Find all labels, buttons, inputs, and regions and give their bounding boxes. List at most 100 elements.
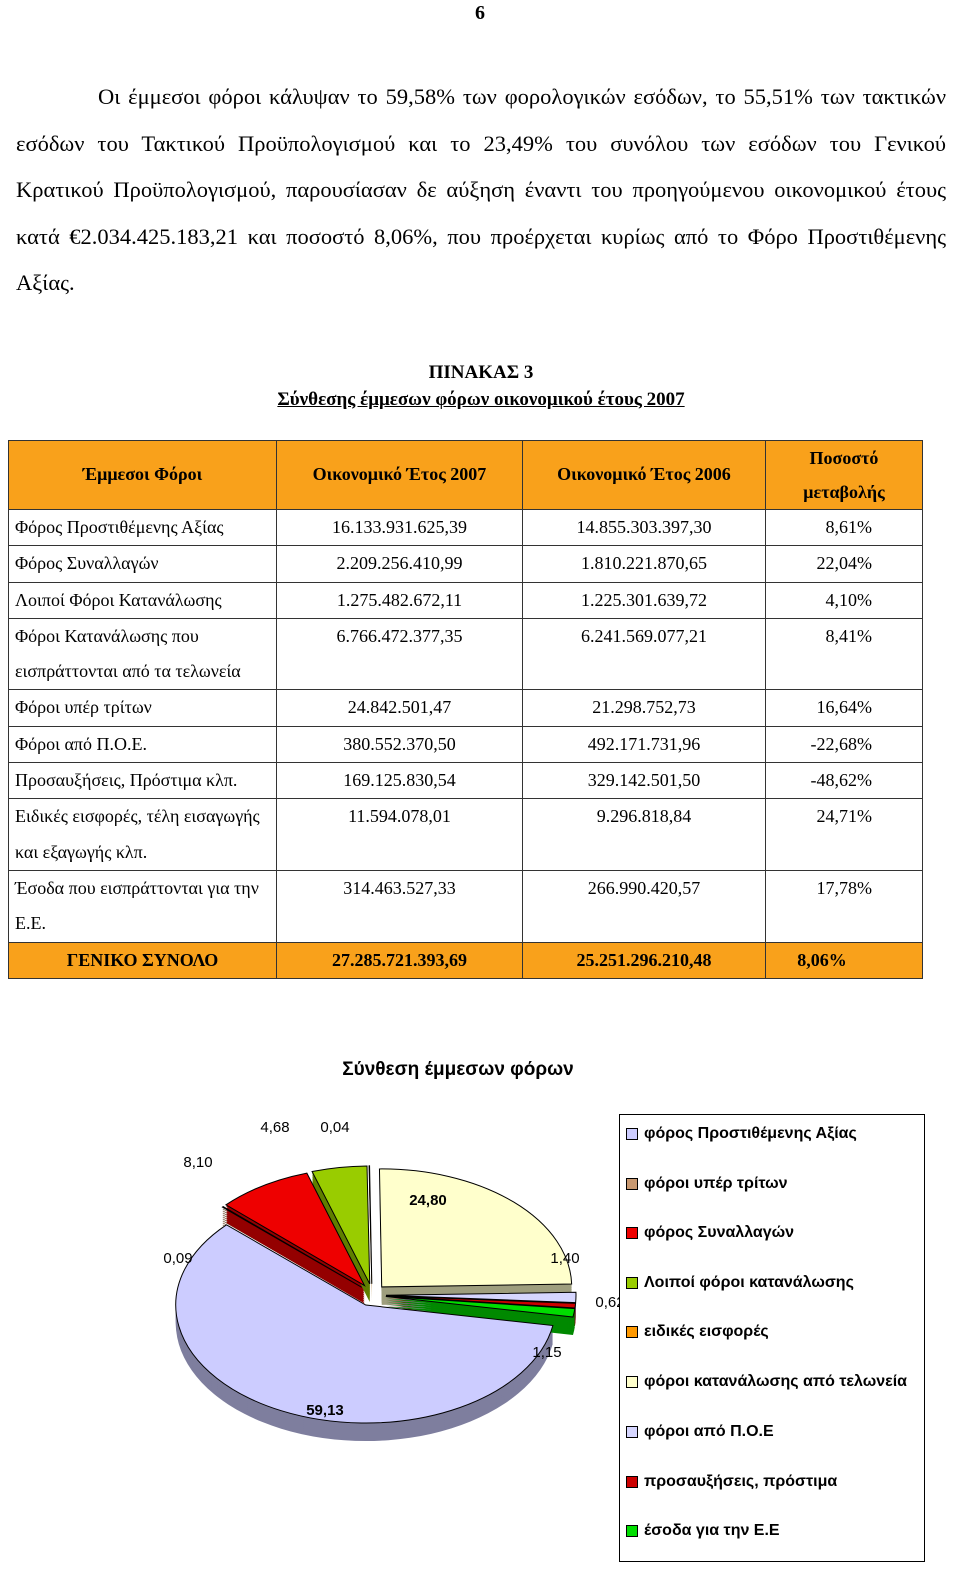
table-cell: 8,41%	[765, 617, 923, 691]
data-label: 4,68	[260, 1119, 289, 1136]
data-label: 0,62	[595, 1294, 620, 1311]
legend-item: φόρος Προστιθέμενης Αξίας	[626, 1123, 916, 1144]
legend-swatch	[626, 1476, 638, 1488]
table-cell: 11.594.078,01	[276, 798, 523, 871]
table-cell: 1.275.482.672,11	[276, 581, 523, 619]
legend-swatch	[626, 1128, 638, 1140]
legend-item: Λοιποί φόροι κατανάλωσης	[626, 1272, 916, 1293]
data-label: 1,15	[532, 1344, 561, 1361]
table-row: Φόρος Προστιθέμενης Αξίας 16.133.931.625,…	[8, 508, 923, 547]
table-row: Φόροι Κατανάλωσης που εισπράττονται από …	[8, 617, 923, 691]
data-label: 0,04	[320, 1119, 349, 1136]
legend-label: φόρος Συναλλαγών	[644, 1224, 795, 1241]
data-label: 24,80	[409, 1192, 447, 1209]
slice-side	[385, 1306, 575, 1328]
table-cell: 24,71%	[765, 798, 923, 871]
pie-slice	[225, 1172, 366, 1287]
legend-label: φόροι υπέρ τρίτων	[644, 1175, 788, 1192]
legend-item: ειδικές εισφορές	[626, 1321, 916, 1342]
pie-slice	[368, 1165, 373, 1284]
header-cell: Έμμεσοι Φόροι	[8, 440, 277, 510]
table-cell: 169.125.830,54	[276, 762, 523, 800]
slice-side	[385, 1300, 575, 1322]
chart-title: Σύνθεση έμμεσων φόρων	[342, 1059, 574, 1080]
table-subtitle: Σύνθεσης έμμεσων φόρων οικονομικού έτους…	[277, 389, 685, 410]
legend-label: ειδικές εισφορές	[644, 1323, 769, 1340]
legend: φόρος Προστιθέμενης Αξίας φόροι υπέρ τρίτ…	[619, 1114, 925, 1562]
legend-item: προσαυξήσεις, πρόστιμα	[626, 1471, 916, 1492]
legend-label: φόρος Προστιθέμενης Αξίας	[644, 1125, 857, 1142]
legend-label: φόροι από Π.Ο.Ε	[644, 1423, 774, 1440]
header-cell: Ποσοστό μεταβολής	[765, 440, 923, 510]
legend-swatch	[626, 1227, 638, 1239]
legend-swatch	[626, 1178, 638, 1190]
table-row: Ειδικές εισφορές, τέλη εισαγωγής και εξα…	[8, 798, 923, 871]
pie-slice	[385, 1291, 577, 1304]
table-cell: 329.142.501,50	[522, 762, 766, 800]
legend-swatch	[626, 1326, 638, 1338]
table: Έμμεσοι Φόροι Οικονομικό Έτος 2007 Οικονομ…	[8, 440, 923, 979]
table-cell: Έσοδα που εισπράττονται για την Ε.Ε.	[8, 869, 277, 943]
legend-label: έσοδα για την Ε.Ε	[644, 1522, 780, 1539]
table-cell: 17,78%	[765, 869, 923, 943]
table-cell: 22,04%	[765, 545, 923, 583]
data-label: 8,10	[183, 1154, 212, 1171]
legend-item: φόροι από Π.Ο.Ε	[626, 1421, 916, 1442]
table-cell: 6.241.569.077,21	[522, 617, 766, 691]
pie-slice	[175, 1224, 554, 1424]
legend-item: έσοδα για την Ε.Ε	[626, 1520, 916, 1541]
table-cell: Ειδικές εισφορές, τέλη εισαγωγής και εξα…	[8, 798, 277, 871]
table-cell: Προσαυξήσεις, Πρόστιμα κλπ.	[8, 762, 277, 800]
table-row: Φόροι υπέρ τρίτων 24.842.501,47 21.298.752…	[8, 689, 923, 727]
pie-slice	[385, 1296, 576, 1318]
table-cell: 2.209.256.410,99	[276, 545, 523, 583]
table-cell: 6.766.472.377,35	[276, 617, 523, 691]
page-number: 6	[475, 2, 485, 24]
legend-swatch	[626, 1426, 638, 1438]
legend-swatch	[626, 1376, 638, 1388]
legend-label: φόροι κατανάλωσης από τελωνεία	[644, 1373, 908, 1390]
total-cell: 25.251.296.210,48	[522, 941, 766, 979]
table-cell: Φόρος Προστιθέμενης Αξίας	[8, 508, 277, 547]
table-cell: 16.133.931.625,39	[276, 508, 523, 547]
table-cell: 9.296.818,84	[522, 798, 766, 871]
total-cell: ΓΕΝΙΚΟ ΣΥΝΟΛΟ	[8, 941, 277, 979]
paragraph: Οι έμμεσοι φόροι κάλυψαν το 59,58% των φ…	[16, 84, 946, 295]
table-cell: Φόροι υπέρ τρίτων	[8, 689, 277, 727]
table-row: Έσοδα που εισπράττονται για την Ε.Ε. 314.…	[8, 869, 923, 943]
table-cell: -48,62%	[765, 762, 923, 800]
legend-item: φόροι υπέρ τρίτων	[626, 1173, 916, 1194]
total-cell: 27.285.721.393,69	[276, 941, 523, 979]
table-cell: 492.171.731,96	[522, 725, 766, 764]
table-cell: 21.298.752,73	[522, 689, 766, 727]
table-cell: 380.552.370,50	[276, 725, 523, 764]
table-row: Φόρος Συναλλαγών 2.209.256.410,99 1.810.22…	[8, 545, 923, 583]
legend-item: φόροι κατανάλωσης από τελωνεία	[626, 1371, 916, 1392]
pie-slice	[311, 1165, 371, 1285]
table-cell: 14.855.303.397,30	[522, 508, 766, 547]
legend-swatch	[626, 1525, 638, 1537]
slice-side	[385, 1298, 575, 1320]
table-cell: 24.842.501,47	[276, 689, 523, 727]
legend-label: Λοιποί φόροι κατανάλωσης	[644, 1274, 854, 1291]
pie-chart: 59,13 0,09 8,10 4,68 0,04 24,80 1,40 0,62 1,15	[163, 1119, 620, 1442]
pie-slice	[378, 1168, 573, 1288]
table-cell: 4,10%	[765, 581, 923, 619]
legend-item: φόρος Συναλλαγών	[626, 1222, 916, 1243]
slice-side	[385, 1304, 575, 1326]
table-cell: Φόροι Κατανάλωσης που εισπράττονται από …	[8, 617, 277, 691]
table-cell: 8,61%	[765, 508, 923, 547]
data-label: 0,09	[163, 1250, 192, 1267]
table-cell: -22,68%	[765, 725, 923, 764]
header-cell: Οικονομικό Έτος 2007	[276, 440, 523, 510]
legend-swatch	[626, 1277, 638, 1289]
pie-slice	[385, 1295, 577, 1309]
data-label: 59,13	[306, 1402, 344, 1419]
header-row: Έμμεσοι Φόροι Οικονομικό Έτος 2007 Οικονομ…	[8, 440, 923, 510]
slice-side	[385, 1302, 575, 1324]
table-cell: 1.810.221.870,65	[522, 545, 766, 583]
pie-slice	[221, 1206, 363, 1288]
header-cell: Οικονομικό Έτος 2006	[522, 440, 766, 510]
table-cell: 16,64%	[765, 689, 923, 727]
